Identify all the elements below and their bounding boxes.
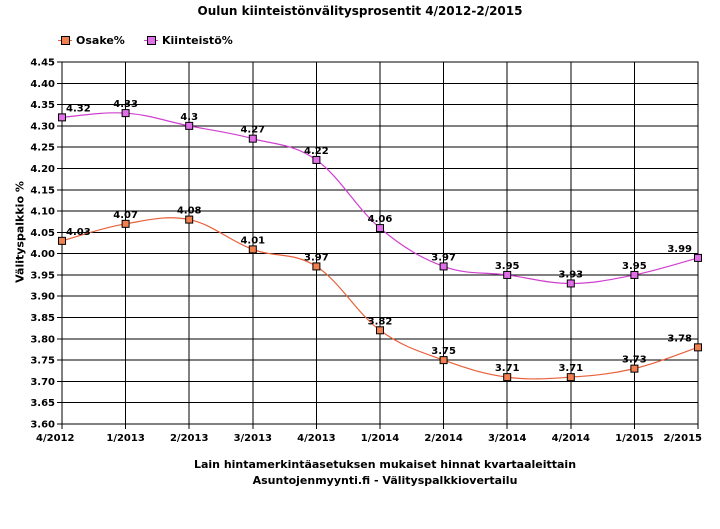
chart-title: Oulun kiinteistönvälitysprosentit 4/2012… (197, 4, 523, 18)
y-tick-label: 4.00 (30, 249, 55, 260)
data-label: 3.95 (622, 261, 647, 272)
data-point (630, 270, 639, 279)
y-tick-label: 3.65 (30, 398, 55, 409)
data-label: 3.97 (304, 252, 329, 263)
data-point (439, 262, 448, 271)
data-label: 3.99 (667, 244, 692, 255)
data-label: 4.06 (368, 214, 393, 225)
y-tick-label: 4.10 (30, 207, 55, 218)
data-point (439, 356, 448, 365)
y-tick-label: 4.15 (30, 185, 55, 196)
data-point (248, 245, 257, 254)
data-label: 4.03 (66, 227, 91, 238)
y-tick-label: 4.25 (30, 143, 55, 154)
data-label: 3.82 (368, 316, 393, 327)
data-label: 4.32 (66, 103, 91, 114)
x-tick-label: 2/2014 (424, 433, 462, 444)
x-tick-label: 4/2012 (36, 433, 74, 444)
data-point (694, 343, 702, 352)
data-point (58, 113, 66, 122)
data-label: 3.93 (558, 269, 583, 280)
x-tick-label: 3/2013 (234, 433, 272, 444)
x-axis-label: Lain hintamerkintäasetuksen mukaiset hin… (193, 458, 577, 471)
x-tick-label: 1/2015 (615, 433, 653, 444)
data-point (58, 236, 66, 245)
x-tick-label: 3/2014 (488, 433, 526, 444)
data-label: 3.97 (431, 252, 456, 263)
data-point (694, 253, 702, 262)
data-label: 4.01 (240, 235, 265, 246)
data-point (566, 279, 575, 288)
y-tick-label: 3.60 (30, 420, 55, 431)
y-tick-label: 4.45 (30, 58, 55, 69)
y-tick-label: 3.90 (30, 292, 55, 303)
data-point (503, 270, 512, 279)
y-tick-label: 4.05 (30, 228, 55, 239)
x-tick-label: 4/2014 (552, 433, 590, 444)
data-point (376, 326, 384, 335)
y-tick-label: 4.20 (30, 164, 55, 175)
data-label: 3.95 (495, 261, 520, 272)
data-point (185, 215, 194, 224)
data-point (630, 364, 639, 373)
y-tick-label: 3.70 (30, 377, 55, 388)
x-tick-label: 2/2013 (170, 433, 208, 444)
y-tick-label: 3.75 (30, 356, 55, 367)
data-point (248, 134, 257, 143)
x-tick-label: 4/2013 (297, 433, 335, 444)
legend-item-osake: Osake% (58, 34, 125, 47)
x-tick-label: 1/2014 (361, 433, 399, 444)
data-label: 4.33 (113, 99, 138, 110)
chart-caption: Asuntojenmyynti.fi - Välityspalkkioverta… (252, 474, 518, 487)
legend-swatch-osake (58, 36, 72, 45)
data-label: 3.73 (622, 355, 647, 366)
y-axis-label: Välityspalkkio % (13, 181, 27, 283)
y-tick-label: 3.85 (30, 313, 55, 324)
legend-label-kiinteisto: Kiinteistö% (162, 34, 233, 47)
data-point (121, 219, 130, 228)
data-point (121, 109, 130, 118)
data-label: 3.78 (667, 333, 692, 344)
data-point (566, 373, 575, 382)
data-label: 3.71 (558, 363, 583, 374)
data-label: 4.27 (240, 125, 265, 136)
data-point (312, 262, 321, 271)
data-label: 4.22 (304, 146, 329, 157)
legend-item-kiinteisto: Kiinteistö% (144, 34, 233, 47)
x-tick-label: 2/2015 (664, 433, 702, 444)
data-point (312, 155, 321, 164)
x-tick-label: 1/2013 (106, 433, 144, 444)
y-tick-label: 4.30 (30, 121, 55, 132)
legend-swatch-kiinteisto (144, 36, 158, 45)
data-point (503, 373, 512, 382)
y-tick-label: 4.35 (30, 100, 55, 111)
data-label: 3.75 (431, 346, 456, 357)
data-point (185, 121, 194, 130)
y-tick-label: 4.40 (30, 79, 55, 90)
data-label: 4.07 (113, 210, 138, 221)
y-tick-label: 3.80 (30, 334, 55, 345)
legend-label-osake: Osake% (76, 34, 125, 47)
data-label: 4.08 (177, 206, 202, 217)
data-label: 4.3 (180, 112, 198, 123)
data-label: 3.71 (495, 363, 520, 374)
y-tick-label: 3.95 (30, 270, 55, 281)
data-point (376, 224, 384, 233)
